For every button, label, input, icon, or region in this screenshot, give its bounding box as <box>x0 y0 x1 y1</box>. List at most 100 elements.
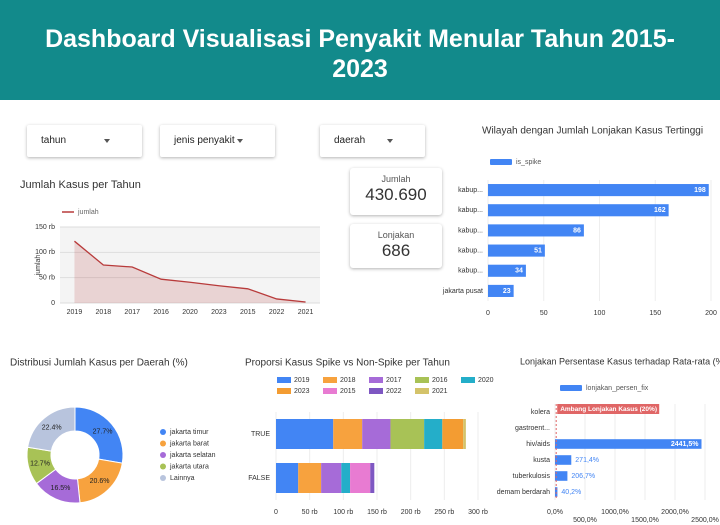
slice-label: 12.7% <box>30 460 50 467</box>
annotation-label: Ambang Lonjakan Kasus (20%) <box>560 406 657 413</box>
scorecard: Lonjakan 686 <box>350 224 442 268</box>
legend-label: 2019 <box>294 377 310 384</box>
legend-label: 2016 <box>432 377 448 384</box>
bar <box>555 471 568 481</box>
x-tick-label: 1000,0% <box>601 509 629 516</box>
bar <box>555 439 702 449</box>
bar <box>488 264 526 277</box>
x-tick-label: 1500,0% <box>631 517 659 524</box>
x-tick-label: 2023 <box>211 309 227 316</box>
legend-swatch <box>160 463 166 470</box>
scorecard-label: Lonjakan <box>377 230 415 240</box>
legend-swatch <box>160 440 166 447</box>
legend-label: Lainnya <box>170 475 195 482</box>
x-tick-label: 2017 <box>124 309 140 316</box>
x-tick-label: 2500,0% <box>691 517 719 524</box>
filter-dropdown[interactable]: jenis penyakit <box>160 125 275 157</box>
legend-label: 2015 <box>340 388 356 395</box>
filter-label: tahun <box>41 135 67 146</box>
legend-swatch <box>277 377 291 383</box>
x-tick-label: 100 rb <box>333 509 353 516</box>
legend-label: 2020 <box>478 377 494 384</box>
category-label: demam berdarah <box>497 489 550 496</box>
legend-swatch <box>369 377 383 383</box>
legend-swatch <box>415 377 429 383</box>
y-tick-label: 100 rb <box>35 249 55 256</box>
category-label: FALSE <box>248 475 270 482</box>
x-tick-label: 2016 <box>153 309 169 316</box>
caret <box>237 139 243 143</box>
legend-label: jumlah <box>77 209 99 216</box>
chart-title: Wilayah dengan Jumlah Lonjakan Kasus Ter… <box>482 126 703 137</box>
legend-label: is_spike <box>516 159 541 166</box>
x-tick-label: 50 rb <box>302 509 318 516</box>
donut-slice <box>27 406 76 452</box>
category-label: jakarta pusat <box>442 288 483 295</box>
legend-swatch <box>160 429 166 435</box>
value-label: 40,2% <box>561 489 581 496</box>
x-tick-label: 100 <box>594 310 606 317</box>
value-label: 198 <box>694 187 706 194</box>
line <box>74 240 306 303</box>
bar <box>488 204 669 217</box>
legend-label: jakarta utara <box>169 463 209 470</box>
category-label: kolera <box>531 409 550 416</box>
bar <box>555 487 558 497</box>
x-tick-label: 0 <box>274 509 278 516</box>
legend-swatch <box>160 475 166 481</box>
y-axis-title: jumlah <box>35 255 42 277</box>
legend-label: jakarta selatan <box>169 452 216 459</box>
legend-label: 2023 <box>294 388 310 395</box>
x-tick-label: 0 <box>486 310 490 317</box>
legend-swatch <box>323 388 337 394</box>
x-tick-label: 0,0% <box>547 509 563 516</box>
dashboard-title: Dashboard Visualisasi Penyakit Menular T… <box>45 25 675 83</box>
bar-segment <box>390 419 425 449</box>
bar-segment <box>370 463 375 493</box>
bar-segment <box>333 419 363 449</box>
legend-swatch <box>490 159 512 165</box>
legend-swatch <box>415 388 429 394</box>
legend-label: 2017 <box>386 377 402 384</box>
bar <box>488 244 545 257</box>
category-label: tuberkulosis <box>513 473 551 480</box>
category-label: kabup... <box>458 187 483 194</box>
value-label: 162 <box>654 207 666 214</box>
value-label: 2441,5% <box>671 441 699 448</box>
bar-segment <box>463 419 466 449</box>
x-tick-label: 500,0% <box>573 517 597 524</box>
category-label: kabup... <box>458 268 483 275</box>
annotation-box <box>557 404 660 414</box>
area <box>74 241 306 303</box>
legend-label: 2021 <box>432 388 448 395</box>
category-label: hiv/aids <box>526 441 550 448</box>
x-tick-label: 50 <box>540 310 548 317</box>
x-tick-label: 2019 <box>67 309 83 316</box>
header: Dashboard Visualisasi Penyakit Menular T… <box>0 0 720 100</box>
caret <box>387 139 393 143</box>
legend-label: 2022 <box>386 388 402 395</box>
bar-segment <box>341 463 351 493</box>
legend-swatch <box>560 385 582 391</box>
scorecard-value: 686 <box>381 241 411 260</box>
y-tick-label: 150 rb <box>35 224 55 231</box>
x-tick-label: 2020 <box>182 309 198 316</box>
filter-dropdown[interactable]: tahun <box>27 125 142 157</box>
filter-dropdown[interactable]: daerah <box>320 125 425 157</box>
bar <box>488 284 514 297</box>
legend-swatch <box>323 377 337 383</box>
donut-slice <box>76 458 123 504</box>
bar <box>555 455 572 465</box>
category-label: kabup... <box>458 247 483 254</box>
bar-segment <box>276 419 334 449</box>
category-label: gastroent... <box>515 425 550 432</box>
donut-slice <box>35 468 81 504</box>
donut-slice <box>74 406 124 464</box>
x-tick-label: 2021 <box>298 309 314 316</box>
value-label: 23 <box>503 288 511 295</box>
bar-segment <box>442 419 464 449</box>
value-label: 206,7% <box>571 473 595 480</box>
scorecard: Jumlah 430.690 <box>350 168 442 215</box>
x-tick-label: 2022 <box>269 309 285 316</box>
bar-segment <box>276 463 299 493</box>
